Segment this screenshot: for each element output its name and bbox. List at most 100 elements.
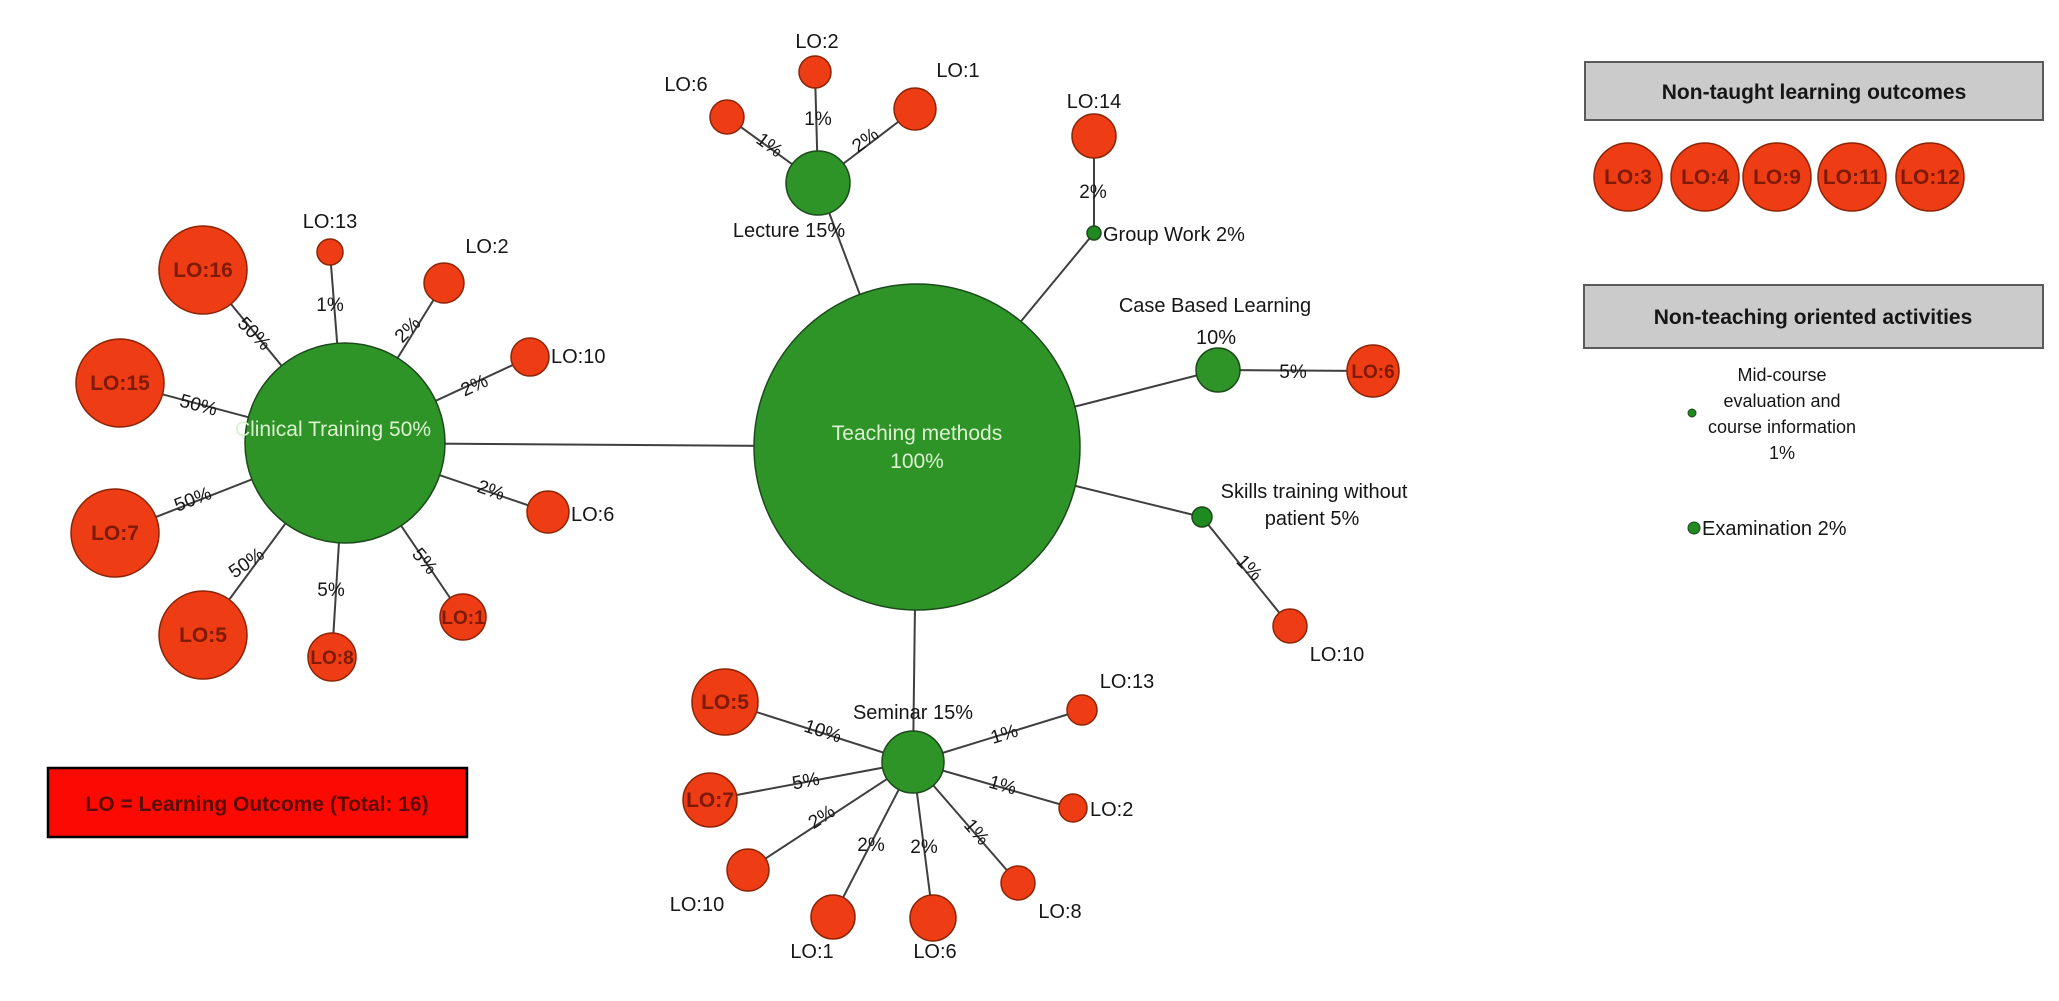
mid-course-line: course information xyxy=(1708,417,1856,437)
lo-label: LO:1 xyxy=(936,60,979,82)
lo-label: LO:14 xyxy=(1067,91,1121,113)
node-clinical-lo7 xyxy=(70,488,160,578)
legend-non-teaching: Non-teaching oriented activities Mid-cou… xyxy=(1583,284,2044,540)
teaching-methods-pct: 100% xyxy=(890,450,944,473)
node-clinical-lo16 xyxy=(158,225,248,315)
edge-label: 5% xyxy=(790,769,821,795)
legend-non-taught-box xyxy=(1584,61,2044,121)
node-seminar-lo2 xyxy=(1058,793,1088,823)
lo-label: LO:6 xyxy=(913,941,956,963)
node-groupwork-lo14 xyxy=(1071,113,1117,159)
lo-label: LO:9 xyxy=(1753,166,1801,189)
lo-label: LO:12 xyxy=(1900,166,1960,189)
nodes xyxy=(70,55,1400,942)
mid-course-line: 1% xyxy=(1769,443,1795,463)
edge-label: 2% xyxy=(458,371,492,402)
edge-label: 2% xyxy=(857,835,885,856)
node-seminar-lo10 xyxy=(726,848,770,892)
node-lecture xyxy=(785,150,851,216)
lo-label: LO:4 xyxy=(1681,166,1729,189)
node-seminar-lo1 xyxy=(810,894,856,940)
edge-label: 1% xyxy=(804,109,832,130)
legend-lo12-circle xyxy=(1895,142,1965,212)
node-clinical-lo8 xyxy=(307,632,357,682)
legend-non-taught-title: Non-taught learning outcomes xyxy=(1662,81,1967,104)
edge-label: 2% xyxy=(848,124,883,157)
node-clinical-lo15 xyxy=(75,338,165,428)
group-work-label: Group Work 2% xyxy=(1103,224,1245,246)
node-clinical-lo2 xyxy=(423,262,465,304)
legend-lo11-circle xyxy=(1817,142,1887,212)
node-lecture-lo2 xyxy=(798,55,832,89)
edge-label: 2% xyxy=(910,837,938,858)
lo-label: LO:10 xyxy=(551,346,605,368)
case-based-label-line2: 10% xyxy=(1196,327,1236,349)
examination-label: Examination 2% xyxy=(1702,518,1847,540)
legend-lo4-circle xyxy=(1670,142,1740,212)
node-seminar xyxy=(881,730,945,794)
lo-label: LO:8 xyxy=(1038,901,1081,923)
edge-label: 1% xyxy=(1232,551,1266,585)
node-clinical-lo13 xyxy=(316,238,344,266)
node-seminar-lo6 xyxy=(909,894,957,942)
lecture-label: Lecture 15% xyxy=(733,220,846,242)
lo-label: LO:10 xyxy=(670,894,724,916)
node-seminar-lo5 xyxy=(691,668,759,736)
node-seminar-lo7 xyxy=(682,772,738,828)
lo-label: LO:2 xyxy=(1090,799,1133,821)
lo-label: LO:13 xyxy=(303,211,357,233)
edge-label: 50% xyxy=(172,483,215,516)
teaching-methods-label: Teaching methods xyxy=(832,422,1002,445)
edge-skills-lo10 xyxy=(1201,516,1291,627)
lo-label: LO:5 xyxy=(179,624,227,647)
node-seminar-lo8 xyxy=(1000,865,1036,901)
edge-label: 5% xyxy=(1279,362,1307,383)
node-seminar-lo13 xyxy=(1066,694,1098,726)
note-box xyxy=(46,766,469,839)
node-case-based-learning xyxy=(1195,347,1241,393)
edge-label: 2% xyxy=(474,476,507,505)
edge-label: 5% xyxy=(407,544,441,579)
examination-dot xyxy=(1687,521,1701,535)
legend-non-teaching-box xyxy=(1583,284,2044,349)
skills-label-line1: Skills training without xyxy=(1221,481,1408,503)
edge-label: 2% xyxy=(1079,182,1107,203)
note: LO = Learning Outcome (Total: 16) xyxy=(46,766,469,839)
lo-label: LO:6 xyxy=(664,74,707,96)
node-labels: Teaching methods 100% Clinical Training … xyxy=(90,31,1408,963)
lo-label: LO:1 xyxy=(441,608,485,629)
lo-label: LO:2 xyxy=(795,31,838,53)
node-lecture-lo6 xyxy=(709,99,745,135)
lo-label: LO:7 xyxy=(686,789,734,812)
node-lecture-lo1 xyxy=(893,87,937,131)
seminar-label: Seminar 15% xyxy=(853,702,973,724)
legend-non-teaching-title: Non-teaching oriented activities xyxy=(1654,306,1973,329)
lo-label: LO:6 xyxy=(1351,362,1394,383)
node-clinical-lo1 xyxy=(439,593,487,641)
edge-seminar-lo7 xyxy=(709,761,914,801)
skills-label-line2: patient 5% xyxy=(1265,508,1360,530)
lo-label: LO:5 xyxy=(701,691,749,714)
node-clinical-lo5 xyxy=(158,590,248,680)
node-casebased-lo6 xyxy=(1346,344,1400,398)
edge-label: 1% xyxy=(988,721,1021,749)
lo-label: LO:6 xyxy=(571,504,614,526)
node-clinical-lo10 xyxy=(510,337,550,377)
node-skills-training xyxy=(1191,506,1213,528)
case-based-label-line1: Case Based Learning xyxy=(1119,295,1311,317)
node-clinical-lo6 xyxy=(526,490,570,534)
lo-label: LO:16 xyxy=(173,259,233,282)
edge-label: 1% xyxy=(986,772,1018,800)
edge-label: 1% xyxy=(316,295,344,316)
lo-label: LO:8 xyxy=(310,648,353,669)
node-skills-lo10 xyxy=(1272,608,1308,644)
node-group-work xyxy=(1086,225,1102,241)
lo-label: LO:3 xyxy=(1604,166,1652,189)
lo-label: LO:2 xyxy=(465,236,508,258)
lo-label: LO:10 xyxy=(1310,644,1364,666)
mid-course-line: evaluation and xyxy=(1723,391,1840,411)
mid-course-dot xyxy=(1687,408,1697,418)
lo-label: LO:11 xyxy=(1823,166,1882,189)
